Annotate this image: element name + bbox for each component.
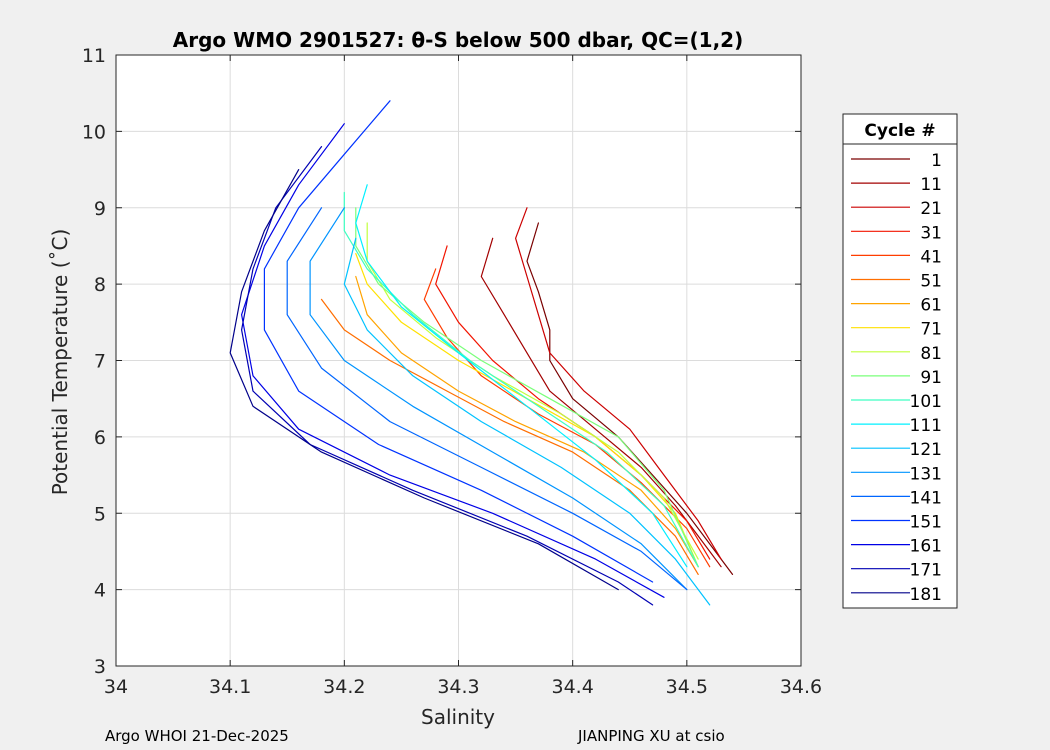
y-axis-label: Potential Temperature (˚C) (48, 229, 72, 496)
x-axis-label: Salinity (421, 705, 495, 729)
chart-title: Argo WMO 2901527: θ-S below 500 dbar, QC… (173, 28, 743, 52)
legend-label: 81 (920, 344, 942, 364)
y-tick-label: 3 (94, 656, 106, 678)
legend-label: 181 (910, 585, 942, 605)
footer-left: Argo WHOI 21-Dec-2025 (105, 727, 289, 745)
y-tick-label: 7 (94, 351, 106, 373)
legend-label: 21 (920, 199, 942, 219)
series-line-cycle-181 (229, 169, 619, 591)
footer-right: JIANPING XU at csio (577, 727, 725, 745)
series-line-cycle-61 (355, 275, 699, 568)
legend-label: 141 (910, 488, 942, 508)
y-tick-label: 5 (94, 503, 106, 525)
legend-label: 111 (910, 416, 942, 436)
x-tick-label: 34.5 (666, 676, 708, 698)
legend-label: 121 (910, 440, 942, 460)
legend-label: 41 (920, 247, 942, 267)
series-line-cycle-11 (480, 237, 722, 568)
legend-label: 151 (910, 513, 942, 533)
y-tick-label: 10 (82, 121, 106, 143)
series-line-cycle-131 (309, 207, 688, 591)
y-tick-label: 11 (82, 45, 106, 67)
series-line-cycle-51 (320, 298, 699, 576)
legend-label: 31 (920, 223, 942, 243)
series-line-cycle-171 (241, 146, 654, 606)
legend-label: 101 (910, 392, 942, 412)
series-line-cycle-91 (355, 207, 699, 568)
y-tick-label: 4 (94, 580, 106, 602)
x-tick-label: 34.6 (780, 676, 822, 698)
legend-title: Cycle # (864, 121, 935, 141)
series-line-cycle-111 (355, 184, 688, 568)
series-line-cycle-141 (286, 207, 688, 591)
legend-label: 91 (920, 368, 942, 388)
legend: Cycle # 11121314151617181911011111211311… (842, 113, 958, 609)
series-line-cycle-161 (241, 123, 665, 598)
series-line-cycle-21 (514, 207, 722, 560)
x-tick-label: 34 (104, 676, 128, 698)
series-line-cycle-31 (435, 245, 711, 560)
x-tick-label: 34.4 (552, 676, 594, 698)
y-tick-label: 6 (94, 427, 106, 449)
legend-label: 1 (931, 151, 942, 171)
legend-label: 61 (920, 296, 942, 316)
series-line-cycle-1 (526, 222, 734, 576)
legend-label: 71 (920, 320, 942, 340)
x-tick-label: 34.2 (323, 676, 365, 698)
legend-label: 51 (920, 272, 942, 292)
series-layer (229, 100, 734, 606)
legend-box (842, 113, 958, 609)
legend-label: 161 (910, 537, 942, 557)
series-line-cycle-151 (263, 100, 654, 583)
series-line-cycle-121 (343, 237, 711, 606)
legend-label: 131 (910, 464, 942, 484)
legend-label: 171 (910, 561, 942, 581)
series-line-cycle-41 (423, 268, 711, 568)
y-tick-label: 8 (94, 274, 106, 296)
legend-entries: 1112131415161718191101111121131141151161… (851, 151, 942, 605)
x-tick-label: 34.1 (209, 676, 251, 698)
legend-label: 11 (920, 175, 942, 195)
x-tick-label: 34.3 (437, 676, 479, 698)
y-tick-label: 9 (94, 198, 106, 220)
series-line-cycle-101 (343, 191, 699, 568)
